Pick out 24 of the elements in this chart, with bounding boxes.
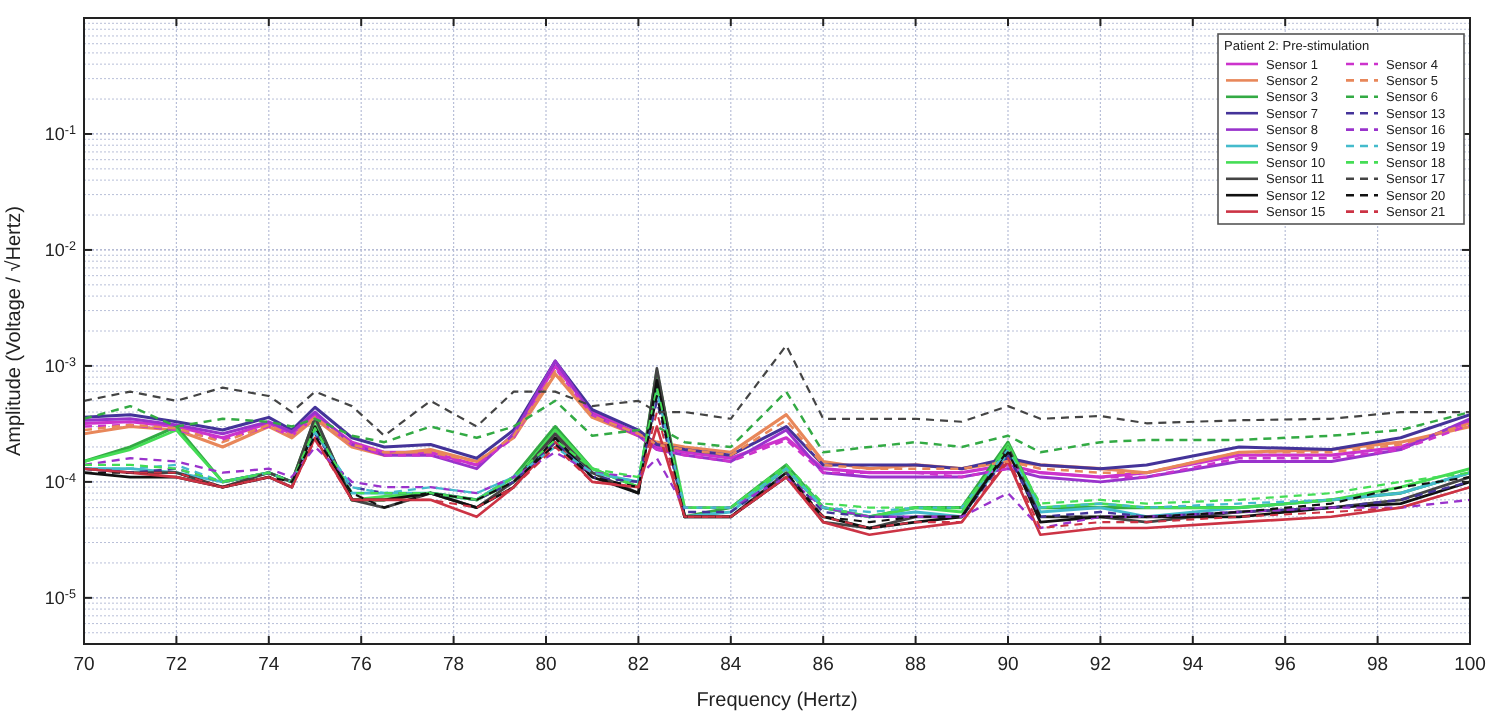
x-tick-label: 80 bbox=[535, 654, 557, 676]
x-tick-label: 74 bbox=[258, 654, 280, 676]
x-tick-label: 88 bbox=[905, 654, 927, 676]
x-tick-label: 84 bbox=[720, 654, 742, 676]
x-tick-label: 94 bbox=[1182, 654, 1204, 676]
line-series bbox=[84, 445, 1470, 530]
x-tick-label: 70 bbox=[73, 654, 95, 676]
x-tick-label: 76 bbox=[350, 654, 372, 676]
x-tick-label: 92 bbox=[1089, 654, 1111, 676]
y-tick-label: 10$^{-4}$ bbox=[44, 470, 77, 492]
x-tick-label: 82 bbox=[627, 654, 649, 676]
x-tick-label: 100 bbox=[1454, 654, 1486, 676]
x-tick-label: 78 bbox=[443, 654, 465, 676]
x-axis-title: Frequency (Hertz) bbox=[696, 690, 858, 712]
x-tick-label: 86 bbox=[812, 654, 834, 676]
x-tick-label: 98 bbox=[1367, 654, 1389, 676]
x-tick-label: 96 bbox=[1274, 654, 1296, 676]
y-tick-label: 10$^{-1}$ bbox=[44, 122, 77, 144]
y-tick-label: 10$^{-3}$ bbox=[44, 354, 77, 376]
y-tick-label: 10$^{-5}$ bbox=[44, 586, 77, 608]
y-tick-label: 10$^{-2}$ bbox=[44, 238, 77, 260]
x-tick-label: 90 bbox=[997, 654, 1019, 676]
y-axis-title: Amplitude (Voltage / √Hertz) bbox=[4, 206, 26, 456]
x-tick-label: 72 bbox=[165, 654, 187, 676]
